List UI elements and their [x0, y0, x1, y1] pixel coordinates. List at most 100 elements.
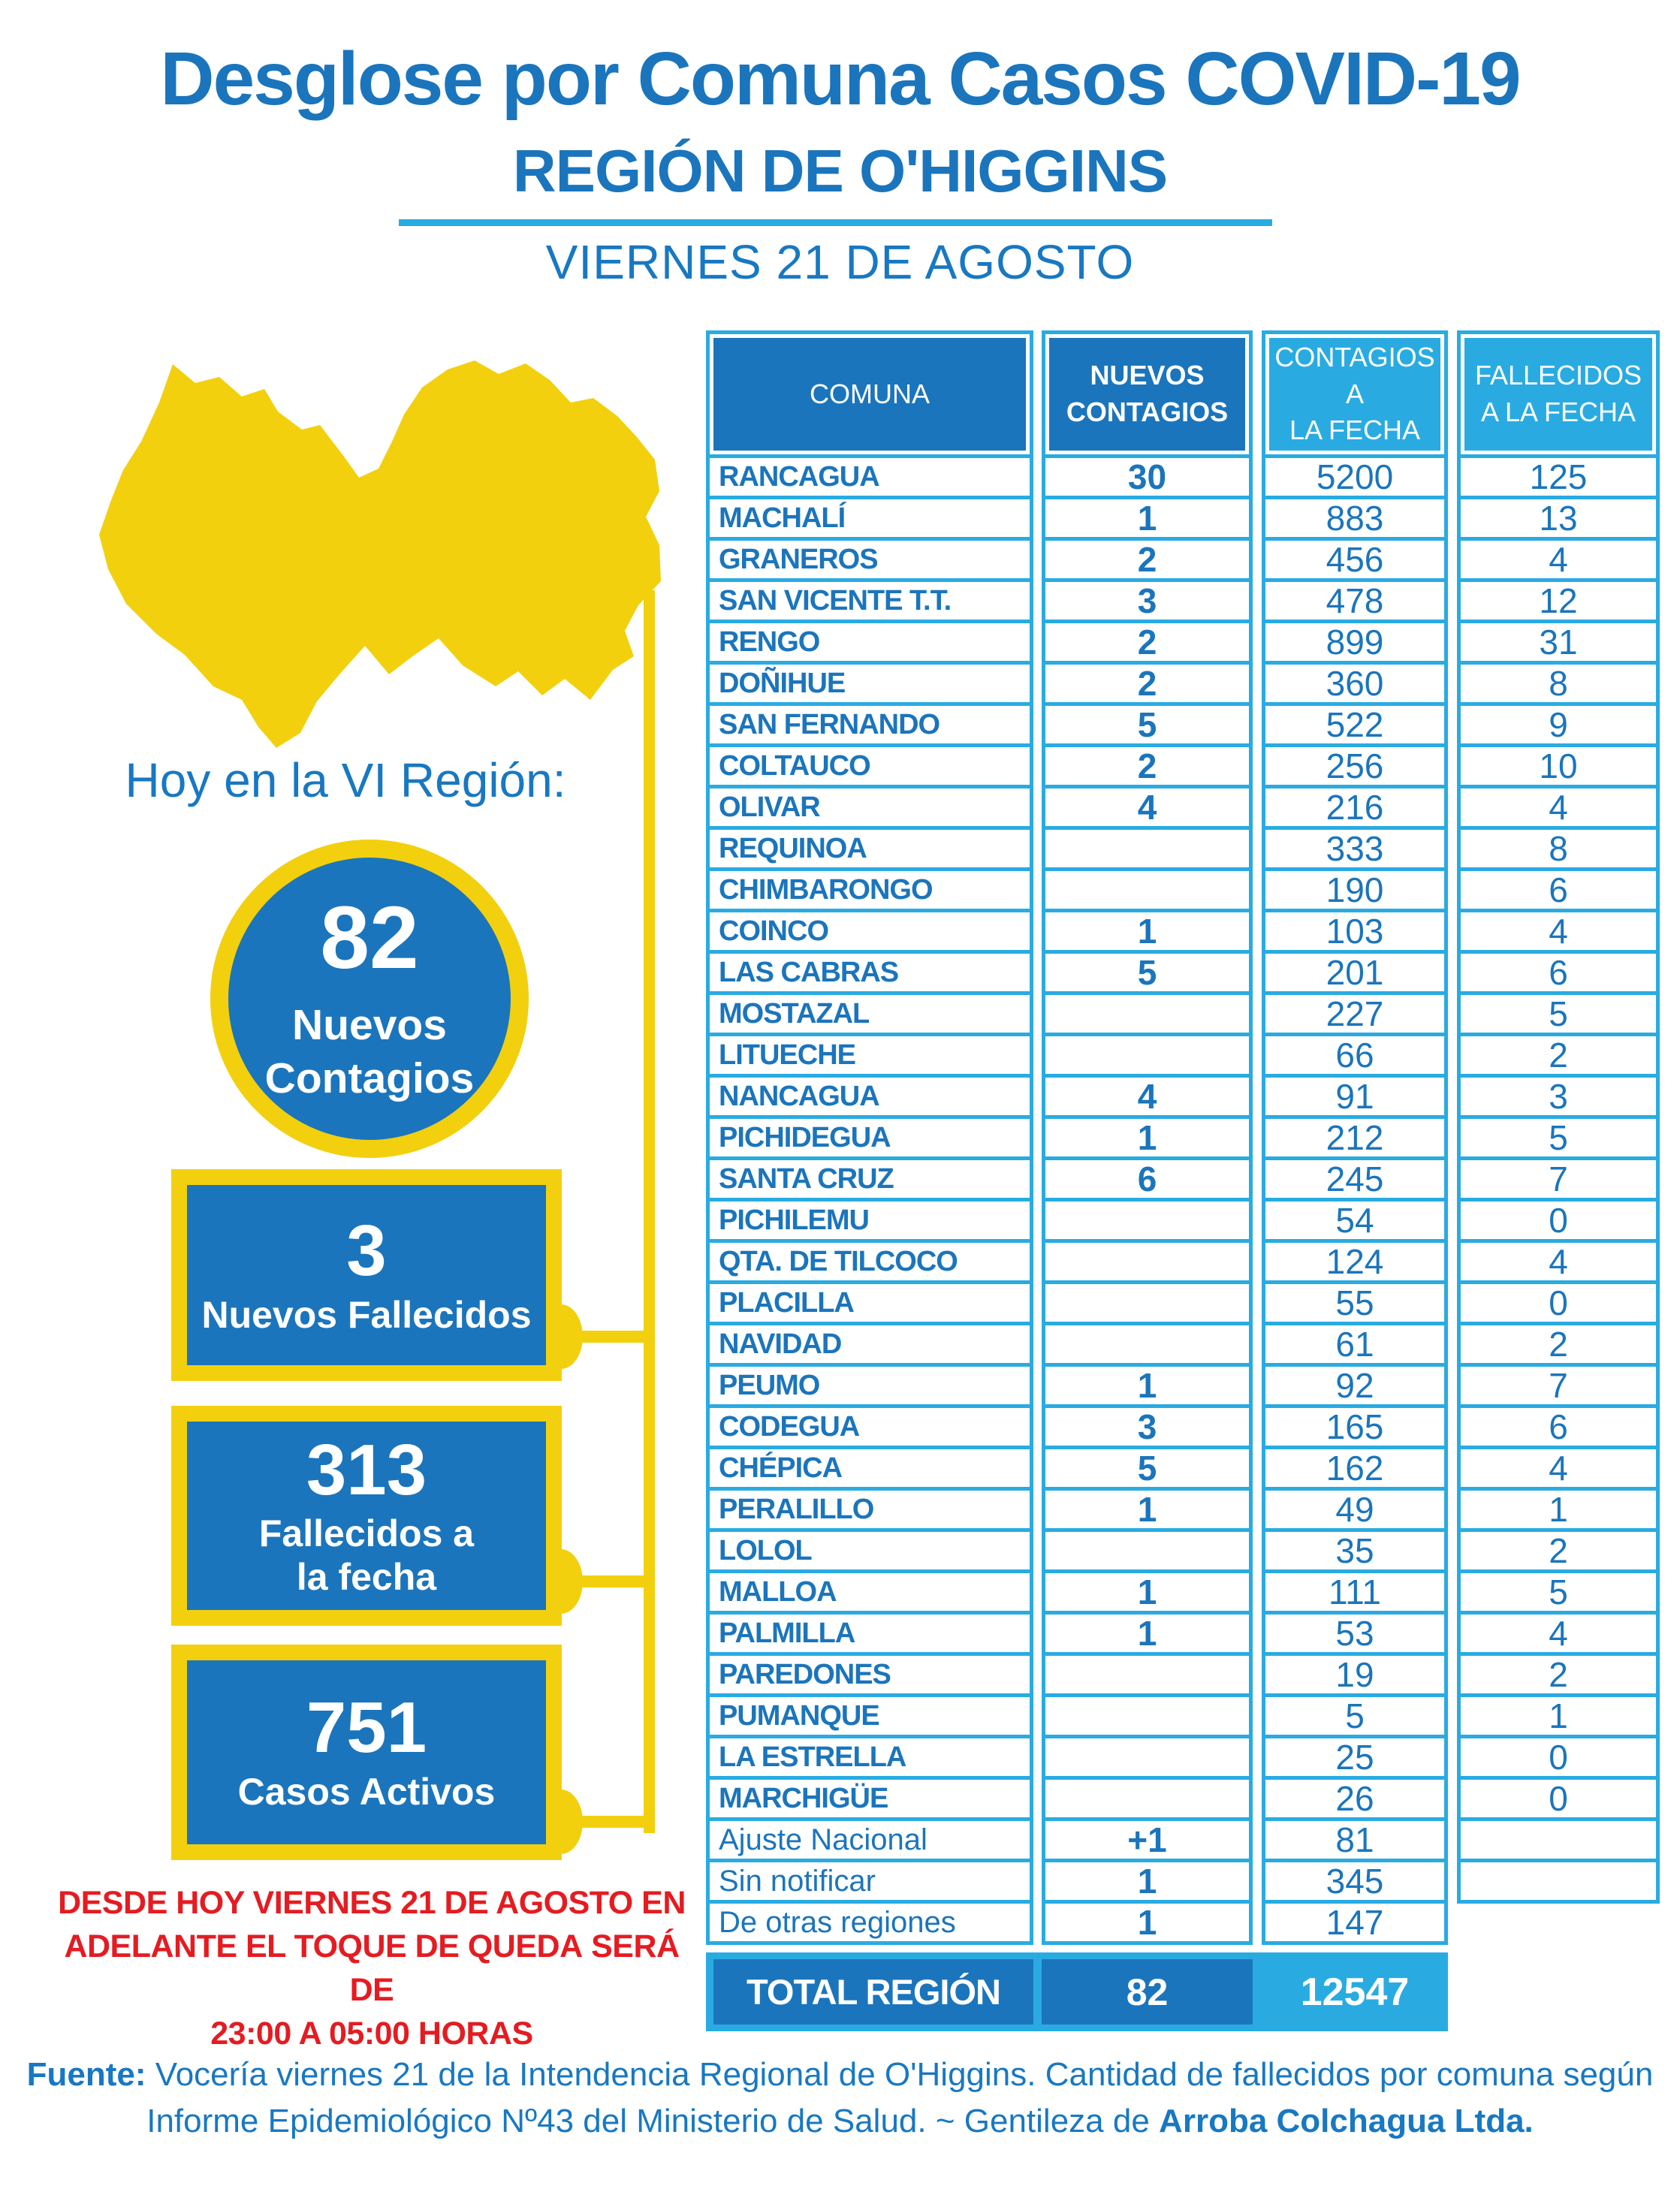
table-cell: 333 — [1265, 826, 1444, 867]
table-cell-text: 456 — [1326, 540, 1384, 578]
source-footer: Fuente: Vocería viernes 21 de la Intende… — [0, 2052, 1680, 2145]
table-cell-text: 9 — [1549, 705, 1568, 743]
table-cell-text: 216 — [1326, 788, 1384, 826]
table-cell-text: 227 — [1326, 994, 1384, 1033]
table-cell: 2 — [1045, 743, 1249, 785]
curfew-line-2-bold: TOQUE DE QUEDA — [294, 1928, 584, 1965]
table-cell: 35 — [1265, 1528, 1444, 1569]
total-label: TOTAL REGIÓN — [713, 1959, 1033, 2025]
table-cell-text: 53 — [1335, 1614, 1374, 1652]
table-cell-text: 2 — [1137, 623, 1157, 661]
table-cell: SANTA CRUZ — [710, 1156, 1030, 1198]
table-cell-text: 883 — [1326, 499, 1384, 537]
table-cell-text: 2 — [1137, 746, 1157, 785]
table-cell-text: 35 — [1335, 1531, 1374, 1569]
table-cell-text: 0 — [1549, 1283, 1568, 1322]
table-cell: REQUINOA — [710, 826, 1030, 867]
table-cell — [1045, 1033, 1249, 1074]
table-cell: 4 — [1461, 785, 1656, 826]
column-header-contagios: CONTAGIOS A LA FECHA — [1269, 338, 1440, 451]
table-cell: QTA. DE TILCOCO — [710, 1239, 1030, 1280]
table-cell: PAREDONES — [710, 1652, 1030, 1693]
table-cell: OLIVAR — [710, 785, 1030, 826]
table-cell: COINCO — [710, 909, 1030, 950]
table-cell: RENGO — [710, 620, 1030, 661]
table-cell-text: 0 — [1549, 1201, 1568, 1239]
table-cell-text: 1 — [1137, 1572, 1157, 1611]
table-cell-text: 49 — [1335, 1490, 1374, 1528]
table-cell-text: 245 — [1326, 1159, 1384, 1198]
table-cell-text: LOLOL — [719, 1534, 813, 1566]
region-map-svg — [99, 360, 661, 748]
table-cell-text: 478 — [1326, 581, 1384, 620]
table-cell-text: PEUMO — [719, 1369, 820, 1401]
table-cell: NANCAGUA — [710, 1074, 1030, 1115]
table-cell — [1045, 826, 1249, 867]
curfew-line-1: DESDE HOY VIERNES 21 DE AGOSTO EN — [58, 1885, 686, 1921]
footer-line-1-text: Vocería viernes 21 de la Intendencia Reg… — [146, 2056, 1654, 2093]
table-cell: 5 — [1461, 1569, 1656, 1611]
footer-line-2: Informe Epidemiológico Nº43 del Minister… — [0, 2098, 1680, 2145]
table-cell-text: 2 — [1549, 1036, 1568, 1074]
stat-box-label: Nuevos Fallecidos — [201, 1293, 532, 1336]
table-cell: SAN FERNANDO — [710, 702, 1030, 743]
table-cell: 4 — [1461, 1239, 1656, 1280]
region-map — [45, 330, 676, 751]
table-cell-text: 4 — [1549, 1242, 1568, 1280]
table-cell-text: 66 — [1335, 1036, 1374, 1074]
table-cell: 4 — [1461, 1446, 1656, 1487]
table-cell-text: OLIVAR — [719, 791, 821, 823]
table-cell: 4 — [1461, 909, 1656, 950]
table-cell: 1 — [1045, 909, 1249, 950]
table-cell: 0 — [1461, 1776, 1656, 1817]
table-cell-text: 4 — [1137, 1077, 1157, 1115]
table-cell-text: 55 — [1335, 1283, 1374, 1322]
table-cell: 92 — [1265, 1363, 1444, 1404]
table-cell-text: MALLOA — [719, 1575, 837, 1608]
table-cell-text: 4 — [1137, 788, 1157, 826]
table-cell: 6 — [1461, 867, 1656, 909]
table-cell: 883 — [1265, 496, 1444, 537]
table-cell-text: 5 — [1345, 1696, 1365, 1735]
table-cell: 3 — [1461, 1074, 1656, 1115]
table-column-comuna: COMUNA RANCAGUA MACHALÍ GRANEROS SAN VICENT… — [706, 330, 1033, 1945]
table-cell-text: MACHALÍ — [719, 502, 846, 534]
table-cell-text: 5 — [1549, 994, 1568, 1033]
table-cell-text: 2 — [1137, 664, 1157, 702]
table-cell-text: PLACILLA — [719, 1286, 855, 1319]
column-header-comuna: COMUNA — [713, 338, 1026, 451]
table-cell: 165 — [1265, 1404, 1444, 1446]
table-cell: 2 — [1461, 1652, 1656, 1693]
table-cell: 9 — [1461, 702, 1656, 743]
table-cell: 19 — [1265, 1652, 1444, 1693]
table-cell: PALMILLA — [710, 1611, 1030, 1652]
table-cell: DOÑIHUE — [710, 661, 1030, 702]
table-cell: 5 — [1461, 1115, 1656, 1156]
table-cell: 212 — [1265, 1115, 1444, 1156]
footer-fuente-bold: Fuente: — [26, 2056, 146, 2093]
column-header-fallecidos: FALLECIDOS A LA FECHA — [1464, 338, 1652, 451]
table-cell — [1045, 867, 1249, 909]
table-cell: RANCAGUA — [710, 454, 1030, 496]
table-cell: 4 — [1045, 785, 1249, 826]
table-cell-text: 19 — [1335, 1655, 1374, 1693]
connector-branch-3 — [560, 1816, 655, 1828]
table-cell-text: CHIMBARONGO — [719, 873, 934, 906]
date-label: VIERNES 21 DE AGOSTO — [545, 235, 1135, 289]
table-cell: 7 — [1461, 1363, 1656, 1404]
table-cell: 10 — [1461, 743, 1656, 785]
table-cell-text: 1 — [1137, 1490, 1157, 1528]
page-subtitle: REGIÓN DE O'HIGGINS — [512, 137, 1168, 204]
table-cell — [1045, 1280, 1249, 1322]
stat-box-value: 3 — [346, 1210, 387, 1291]
table-cell-text: 1 — [1549, 1696, 1568, 1735]
table-cell-text: PUMANQUE — [719, 1699, 880, 1732]
table-cell: 2 — [1461, 1322, 1656, 1363]
table-cell: 162 — [1265, 1446, 1444, 1487]
column-rows-fallecidos: 125 13 4 12 31 8 9 10 4 8 6 4 6 5 2 3 5 7 0 4 0 2 7 6 4 1 2 5 4 2 1 0 0 — [1461, 454, 1656, 1900]
region-summary-heading: Hoy en la VI Región: — [125, 753, 566, 807]
table-cell: 1 — [1045, 1859, 1249, 1900]
table-cell: 190 — [1265, 867, 1444, 909]
table-cell: 2 — [1045, 537, 1249, 578]
table-column-fallecidos: FALLECIDOS A LA FECHA 125 13 4 12 31 8 9 10 4 8 6 4… — [1457, 330, 1660, 1904]
